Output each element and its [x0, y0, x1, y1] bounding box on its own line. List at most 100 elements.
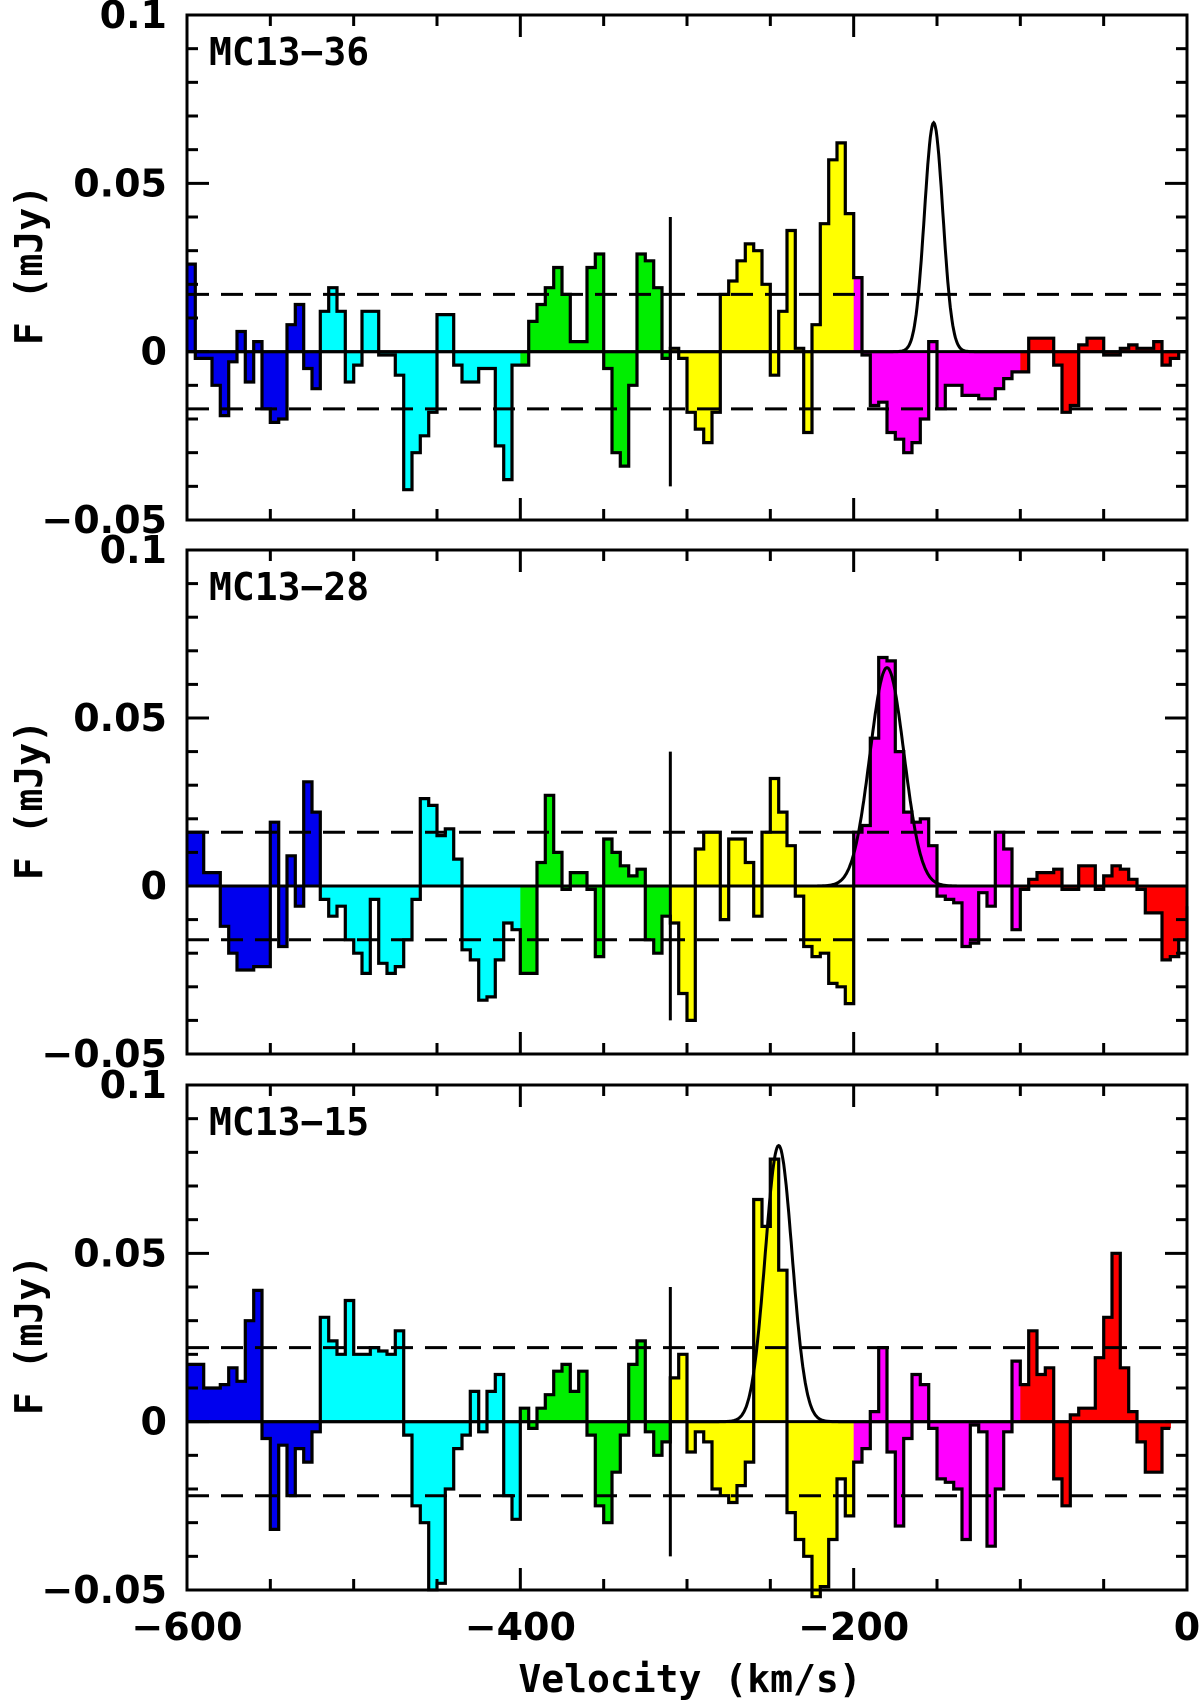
flux-bar [837, 886, 846, 987]
flux-bar [953, 351, 963, 386]
flux-bar [428, 351, 438, 413]
flux-bar [1053, 869, 1063, 886]
flux-bar [920, 351, 930, 419]
y-tick-label: −0.05 [41, 1568, 167, 1612]
x-tick-label: −600 [131, 1605, 242, 1649]
flux-bar [1020, 351, 1030, 372]
flux-bar [1070, 351, 1080, 406]
flux-bar [612, 1421, 621, 1473]
flux-bar [528, 886, 538, 974]
flux-bar [1162, 886, 1171, 960]
flux-bar [478, 1421, 488, 1432]
flux-bar [220, 886, 230, 927]
flux-bar [445, 314, 455, 352]
flux-bar [312, 812, 321, 886]
y-tick-label: 0.1 [100, 528, 167, 572]
flux-bar [1128, 1411, 1138, 1422]
flux-bar [962, 351, 971, 396]
flux-bar [1153, 886, 1163, 913]
flux-bar [287, 1421, 296, 1496]
spectrum-step-line [187, 655, 1189, 1022]
flux-bar [503, 351, 513, 480]
flux-bar [737, 838, 746, 886]
flux-bar [1003, 351, 1013, 379]
flux-bar [287, 855, 296, 886]
flux-bar [1020, 886, 1030, 890]
flux-bar [778, 311, 788, 352]
flux-bar [878, 657, 888, 886]
flux-bar [462, 351, 471, 382]
flux-bar [495, 351, 505, 446]
flux-bar [478, 886, 488, 1001]
flux-bar [662, 351, 671, 359]
flux-bar [570, 872, 580, 886]
flux-bar [912, 822, 921, 886]
x-tick-label: 0 [1174, 1605, 1200, 1649]
flux-bar [212, 872, 221, 886]
flux-bar [228, 886, 238, 954]
flux-bar [853, 277, 863, 352]
y-tick-label: 0.05 [73, 1231, 167, 1275]
flux-bar [845, 886, 855, 1004]
flux-bar [453, 1421, 463, 1449]
flux-bar [928, 341, 938, 352]
flux-bar [820, 223, 830, 352]
flux-bar [628, 1364, 638, 1422]
flux-bar [837, 1421, 846, 1479]
flux-bar [1103, 875, 1113, 886]
flux-bar [678, 1354, 688, 1422]
flux-bar [553, 852, 563, 886]
panel-label: MC13−15 [209, 1100, 369, 1144]
y-tick-label: 0 [141, 864, 167, 908]
flux-bar [387, 886, 396, 974]
flux-bar [728, 280, 738, 352]
flux-bar [812, 886, 821, 957]
flux-bar [987, 886, 996, 907]
flux-bar [528, 321, 538, 352]
flux-bar [1028, 879, 1038, 886]
flux-bar [512, 886, 521, 930]
flux-bar [195, 1364, 205, 1422]
flux-bar [420, 1421, 430, 1523]
flux-bar [637, 1340, 646, 1422]
flux-bar [737, 1421, 746, 1486]
y-axis-label-panel-1: F (mJy) [7, 185, 51, 345]
flux-bar [312, 351, 321, 389]
flux-bar [262, 351, 271, 409]
flux-bar [362, 1354, 371, 1422]
flux-bar [887, 351, 896, 433]
flux-bar [870, 351, 880, 406]
flux-bar [195, 832, 205, 886]
flux-bar [245, 351, 255, 382]
flux-bar [595, 254, 605, 352]
flux-bar [903, 812, 913, 886]
flux-bar [1095, 338, 1105, 352]
flux-bar [1020, 1384, 1030, 1422]
flux-bar [720, 294, 730, 352]
flux-bar [253, 886, 263, 967]
flux-bar [328, 1340, 338, 1422]
flux-bar [1137, 1421, 1146, 1442]
flux-bar [203, 1388, 213, 1422]
flux-bar [562, 294, 571, 352]
flux-bar [553, 267, 563, 352]
flux-bar [953, 886, 963, 903]
flux-bar [495, 1374, 505, 1422]
flux-bar [695, 351, 705, 430]
flux-bar [295, 304, 305, 352]
flux-bar [862, 1421, 871, 1449]
flux-bar [1012, 351, 1021, 372]
flux-bar [220, 351, 230, 416]
flux-bar [437, 835, 446, 886]
gaussian-fit-curve [187, 120, 1187, 354]
flux-bar [970, 351, 980, 396]
flux-bar [1128, 879, 1138, 886]
flux-bar [412, 886, 421, 900]
flux-bar [1103, 351, 1113, 356]
y-tick-label: 0 [141, 1400, 167, 1444]
flux-bar [1003, 1421, 1013, 1432]
flux-bar [978, 886, 988, 893]
flux-bar [503, 886, 513, 923]
flux-bar [803, 351, 813, 433]
flux-bar [587, 267, 596, 352]
